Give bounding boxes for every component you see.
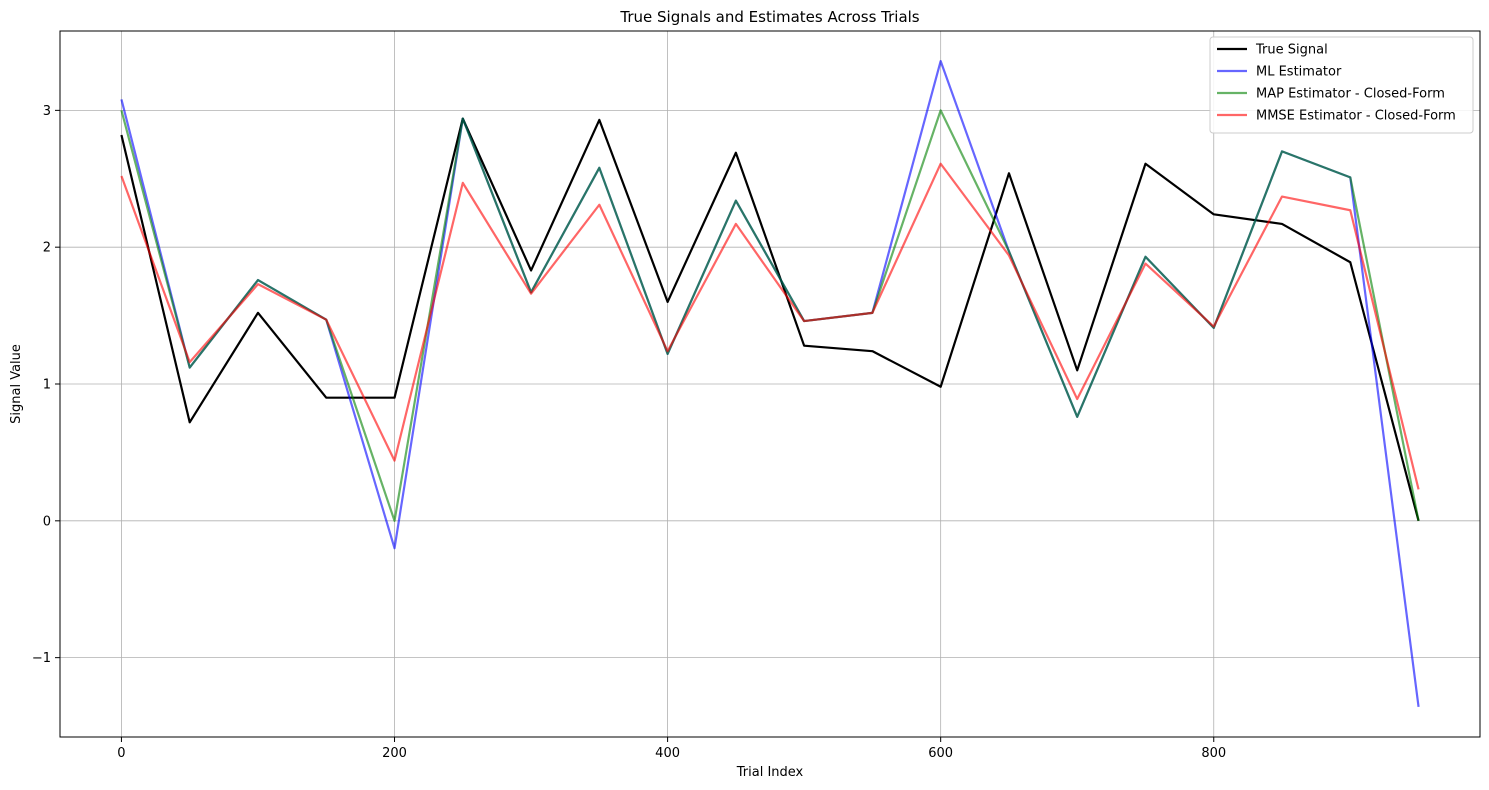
legend-label: ML Estimator <box>1256 65 1342 80</box>
y-tick-label: 3 <box>43 104 51 119</box>
legend-label: True Signal <box>1255 43 1328 58</box>
axis-ticks: 0 200 400 600 800 −1 0 1 2 3 <box>32 104 1226 761</box>
series-lines <box>120 59 1420 708</box>
legend: True Signal ML Estimator MAP Estimator - C… <box>1209 36 1474 134</box>
legend-label: MMSE Estimator - Closed-Form <box>1256 109 1456 124</box>
x-tick-label: 200 <box>382 746 407 761</box>
y-tick-label: 1 <box>43 378 51 393</box>
y-axis-title: Signal Value <box>9 344 24 424</box>
series-line-mmse-estimator-closed-form <box>120 162 1420 490</box>
y-tick-label: −1 <box>32 651 51 666</box>
legend-label: MAP Estimator - Closed-Form <box>1256 87 1445 102</box>
y-tick-label: 2 <box>43 241 51 256</box>
x-tick-label: 0 <box>117 746 125 761</box>
y-tick-label: 0 <box>43 514 51 529</box>
x-tick-label: 400 <box>655 746 680 761</box>
series-line-true-signal <box>120 117 1420 522</box>
legend-frame <box>1209 36 1474 134</box>
x-tick-label: 800 <box>1201 746 1226 761</box>
x-axis-title: Trial Index <box>736 765 804 780</box>
x-tick-label: 600 <box>928 746 953 761</box>
chart-title: True Signals and Estimates Across Trials <box>619 8 919 26</box>
grid <box>60 31 1480 737</box>
